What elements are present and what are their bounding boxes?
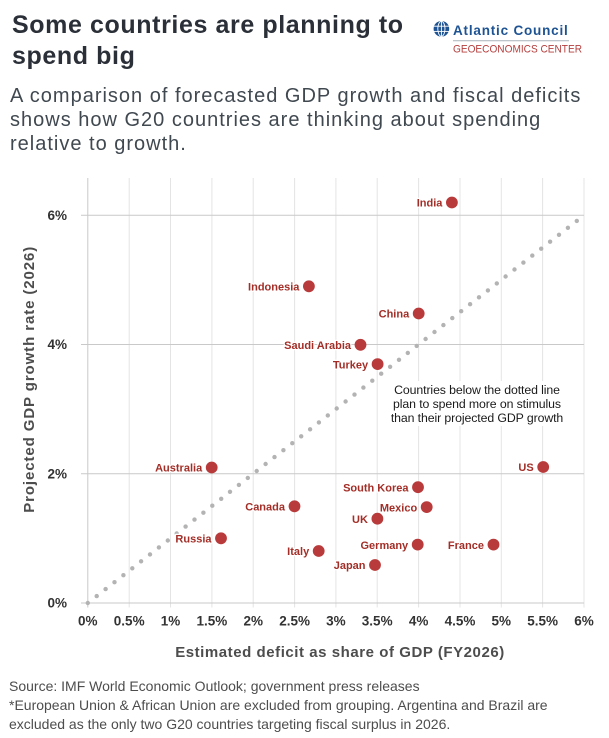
svg-text:0.5%: 0.5%: [114, 614, 145, 629]
svg-text:2%: 2%: [47, 466, 67, 481]
svg-text:4%: 4%: [409, 614, 429, 629]
svg-text:4%: 4%: [47, 337, 67, 352]
svg-text:5.5%: 5.5%: [527, 614, 558, 629]
svg-text:Japan: Japan: [334, 560, 366, 572]
svg-text:India: India: [417, 198, 444, 210]
svg-text:2%: 2%: [243, 614, 263, 629]
svg-text:plan to spend more on stimulus: plan to spend more on stimulus: [393, 397, 561, 411]
svg-text:3.5%: 3.5%: [362, 614, 393, 629]
svg-text:UK: UK: [352, 514, 368, 526]
svg-text:Saudi Arabia: Saudi Arabia: [284, 340, 352, 352]
svg-text:5%: 5%: [492, 614, 512, 629]
svg-text:France: France: [448, 540, 484, 552]
svg-text:1%: 1%: [161, 614, 181, 629]
svg-text:0%: 0%: [47, 596, 67, 611]
svg-text:Atlantic Council: Atlantic Council: [453, 23, 569, 38]
svg-text:Australia: Australia: [155, 463, 203, 475]
svg-text:than their projected GDP growt: than their projected GDP growth: [391, 411, 564, 425]
svg-text:China: China: [379, 309, 410, 321]
svg-text:South Korea: South Korea: [343, 482, 409, 494]
svg-text:0%: 0%: [78, 614, 98, 629]
svg-text:Italy: Italy: [287, 546, 310, 558]
svg-text:3%: 3%: [326, 614, 346, 629]
svg-text:2.5%: 2.5%: [279, 614, 310, 629]
svg-text:Germany: Germany: [360, 540, 409, 552]
svg-text:Estimated deficit as share of: Estimated deficit as share of GDP (FY202…: [175, 644, 505, 661]
svg-text:Turkey: Turkey: [333, 359, 369, 371]
svg-text:4.5%: 4.5%: [445, 614, 476, 629]
svg-text:6%: 6%: [574, 614, 594, 629]
svg-text:US: US: [518, 462, 533, 474]
svg-text:1.5%: 1.5%: [197, 614, 228, 629]
svg-text:GEOECONOMICS CENTER: GEOECONOMICS CENTER: [453, 44, 582, 56]
svg-text:Russia: Russia: [175, 534, 212, 546]
svg-text:Projected GDP growth rate (202: Projected GDP growth rate (2026): [21, 246, 38, 513]
svg-text:6%: 6%: [47, 208, 67, 223]
svg-text:Indonesia: Indonesia: [248, 282, 300, 294]
svg-text:Canada: Canada: [245, 502, 286, 514]
svg-text:Countries below the dotted lin: Countries below the dotted line: [394, 383, 560, 397]
svg-text:Mexico: Mexico: [380, 502, 418, 514]
